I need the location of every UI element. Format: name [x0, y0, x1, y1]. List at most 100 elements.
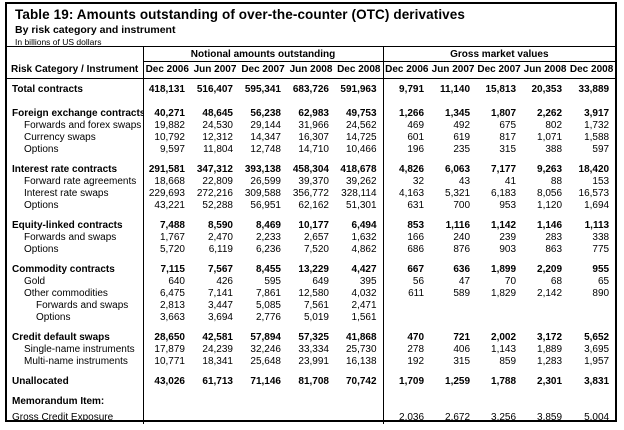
value-cell: 802: [545, 120, 563, 131]
value-cell: 7,141: [207, 288, 233, 299]
value-cell: 1,283: [537, 356, 563, 367]
value-cell: 71,146: [250, 376, 281, 387]
value-cell: [568, 300, 615, 312]
value-cell: 7,561: [303, 300, 329, 311]
value-cell: 26,599: [250, 176, 281, 187]
table-body: Total contracts 418,131 516,407 595,341 683,…: [7, 78, 615, 424]
value-cell: 32: [382, 176, 431, 188]
value-cell: 1,957: [584, 356, 610, 367]
value-cell: 18,341: [202, 356, 233, 367]
value-cell: 1,120: [537, 200, 563, 211]
table-row: Single-name instruments 17,879 24,239 32,24…: [7, 344, 615, 356]
value-cell: 1,588: [584, 132, 610, 143]
value-cell: 347,312: [196, 164, 233, 175]
table-header: Risk Category / Instrument Notional amou…: [7, 47, 616, 79]
value-cell: 19,882: [154, 120, 185, 131]
value-cell: 5,321: [445, 188, 471, 199]
table-row: Interest rate contracts 291,581 347,312 393…: [7, 156, 615, 176]
value-cell: 1,143: [491, 344, 517, 355]
row-label: Unallocated: [7, 368, 144, 388]
value-cell: 817: [499, 132, 517, 143]
value-cell: 3,447: [207, 300, 233, 311]
value-cell: 14,347: [250, 132, 281, 143]
table-row: Gold 640 426 595 649 395 56 47 70 68 65: [7, 276, 615, 288]
value-cell: 62,983: [298, 108, 329, 119]
column-header-gross-3: Jun 2008: [522, 61, 569, 79]
column-header-gross-2: Dec 2007: [476, 61, 523, 79]
value-cell: 6,063: [445, 164, 471, 175]
row-label: Options: [7, 312, 144, 324]
value-cell: 235: [453, 144, 471, 155]
value-cell: 70,742: [345, 376, 377, 387]
value-cell: 8,455: [255, 264, 281, 275]
value-cell: [522, 312, 568, 324]
value-cell: 57,894: [250, 332, 281, 343]
value-cell: [430, 312, 476, 324]
value-cell: 43: [458, 176, 471, 187]
value-cell: 61,713: [202, 376, 233, 387]
value-cell: 65: [597, 276, 610, 287]
value-cell: 890: [592, 288, 610, 299]
value-cell: 3,172: [537, 332, 563, 343]
value-cell: 2,657: [303, 232, 329, 243]
value-cell: 8,590: [207, 220, 233, 231]
value-cell: 24,530: [202, 120, 233, 131]
table-subtitle: By risk category and instrument: [15, 24, 176, 36]
value-cell: 6,475: [159, 288, 185, 299]
value-cell: 393,138: [244, 164, 281, 175]
table-row: Options 3,663 3,694 2,776 5,019 1,561: [7, 312, 615, 324]
value-cell: [287, 408, 335, 424]
value-cell: 7,567: [207, 264, 233, 275]
value-cell: 10,177: [298, 220, 329, 231]
value-cell: 418,131: [148, 84, 185, 95]
row-label: Forwards and swaps: [7, 232, 144, 244]
value-cell: 315: [453, 356, 471, 367]
value-cell: 863: [545, 244, 563, 255]
value-cell: 1,788: [491, 376, 517, 387]
value-cell: 14,710: [298, 144, 329, 155]
value-cell: [568, 388, 615, 408]
value-cell: 56,238: [250, 108, 281, 119]
row-label: Foreign exchange contracts: [7, 100, 144, 120]
row-label: Other commodities: [7, 288, 144, 300]
value-cell: 25,730: [345, 344, 377, 355]
value-cell: 33,334: [298, 344, 329, 355]
row-label: Interest rate swaps: [7, 188, 144, 200]
value-cell: 52,288: [202, 200, 233, 211]
value-cell: [382, 388, 431, 408]
value-cell: 6,119: [208, 244, 233, 255]
value-cell: 1,113: [584, 220, 610, 231]
value-cell: 667: [382, 256, 431, 276]
value-cell: 18,420: [578, 164, 610, 175]
value-cell: 42,581: [202, 332, 233, 343]
value-cell: 426: [216, 276, 233, 287]
value-cell: 166: [382, 232, 431, 244]
value-cell: 16,573: [578, 188, 610, 199]
otc-derivatives-table: Risk Category / Instrument Notional amou…: [7, 47, 616, 424]
column-header-risk-category: Risk Category / Instrument: [7, 47, 144, 79]
value-cell: 3,859: [537, 412, 563, 423]
value-cell: 7,177: [491, 164, 517, 175]
value-cell: 406: [453, 344, 471, 355]
value-cell: 1,345: [445, 108, 471, 119]
value-cell: 5,085: [255, 300, 281, 311]
value-cell: 2,471: [351, 300, 377, 311]
row-label: Commodity contracts: [7, 256, 144, 276]
value-cell: 686: [382, 244, 431, 256]
value-cell: 4,032: [351, 288, 377, 299]
value-cell: 4,427: [351, 264, 377, 275]
group-header-row: Risk Category / Instrument Notional amou…: [7, 47, 616, 79]
value-cell: 2,470: [207, 232, 233, 243]
table-row: Foreign exchange contracts 40,271 48,645 56…: [7, 100, 615, 120]
value-cell: 239: [499, 232, 517, 243]
value-cell: 640: [168, 276, 185, 287]
row-label: Forwards and swaps: [7, 300, 144, 312]
value-cell: 12,748: [250, 144, 281, 155]
group-header-notional: Notional amounts outstanding: [142, 47, 384, 62]
value-cell: 5,019: [303, 312, 329, 323]
value-cell: 859: [499, 356, 517, 367]
value-cell: [191, 388, 239, 408]
value-cell: 240: [453, 232, 471, 243]
value-cell: 10,466: [345, 144, 377, 155]
value-cell: [335, 408, 383, 424]
